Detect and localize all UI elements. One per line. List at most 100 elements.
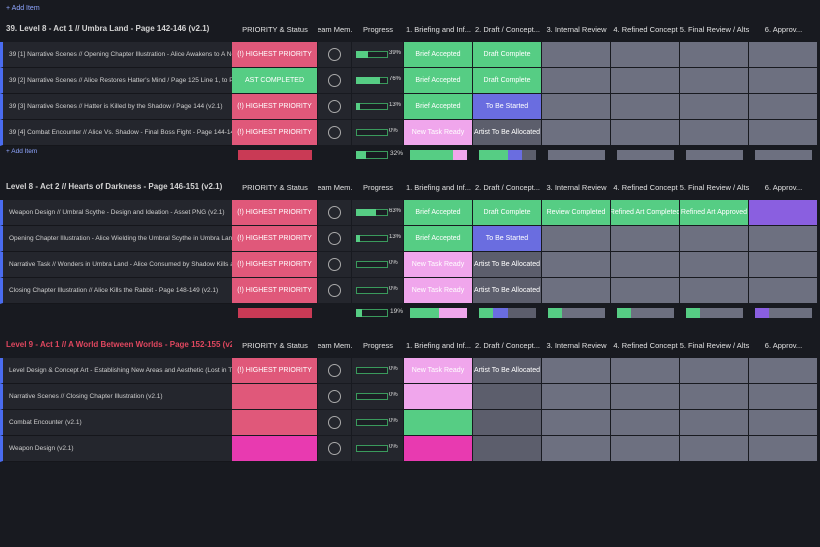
status-cell[interactable]: (!) HIGHEST PRIORITY [232, 252, 318, 278]
stage-cell[interactable] [749, 436, 818, 462]
stage-cell[interactable] [542, 42, 611, 68]
status-cell[interactable]: (!) HIGHEST PRIORITY [232, 358, 318, 384]
add-item[interactable]: + Add Item [6, 148, 38, 155]
status-cell[interactable] [232, 436, 318, 462]
stage-cell[interactable]: Brief Accepted [404, 200, 473, 226]
stage-cell[interactable] [680, 252, 749, 278]
stage-cell[interactable] [473, 410, 542, 436]
status-cell[interactable]: (!) HIGHEST PRIORITY [232, 226, 318, 252]
stage-cell[interactable] [611, 68, 680, 94]
stage-cell[interactable] [542, 278, 611, 304]
item-name[interactable]: Weapon Design (v2.1) [0, 436, 232, 462]
stage-cell[interactable] [611, 94, 680, 120]
stage-cell[interactable] [680, 384, 749, 410]
stage-cell[interactable]: New Task Ready [404, 358, 473, 384]
stage-cell[interactable] [611, 252, 680, 278]
stage-cell[interactable] [680, 94, 749, 120]
stage-cell[interactable]: New Task Ready [404, 278, 473, 304]
stage-cell[interactable]: To Be Started [473, 226, 542, 252]
stage-cell[interactable] [542, 410, 611, 436]
item-name[interactable]: Weapon Design // Umbral Scythe - Design … [0, 200, 232, 226]
stage-cell[interactable]: New Task Ready [404, 120, 473, 146]
column-header: 3. Internal Review [546, 24, 607, 34]
stage-cell[interactable] [611, 278, 680, 304]
stage-cell[interactable] [749, 68, 818, 94]
stage-cell[interactable]: Brief Accepted [404, 68, 473, 94]
item-name[interactable]: 39 [1] Narrative Scenes // Opening Chapt… [0, 42, 232, 68]
stage-cell[interactable]: New Task Ready [404, 252, 473, 278]
stage-cell[interactable]: Refined Art Completed [611, 200, 680, 226]
stage-cell[interactable] [749, 120, 818, 146]
item-name[interactable]: Combat Encounter (v2.1) [0, 410, 232, 436]
stage-cell[interactable] [542, 436, 611, 462]
stage-cell[interactable] [680, 68, 749, 94]
stage-cell[interactable] [611, 410, 680, 436]
status-cell[interactable]: AST COMPLETED [232, 68, 318, 94]
stage-cell[interactable] [749, 200, 818, 226]
stage-cell[interactable] [404, 410, 473, 436]
stage-cell[interactable] [542, 68, 611, 94]
status-cell[interactable]: (!) HIGHEST PRIORITY [232, 42, 318, 68]
status-cell[interactable]: (!) HIGHEST PRIORITY [232, 200, 318, 226]
stage-cell[interactable] [749, 42, 818, 68]
stage-cell[interactable]: Brief Accepted [404, 94, 473, 120]
stage-cell[interactable]: To Be Started [473, 94, 542, 120]
stage-cell[interactable] [680, 42, 749, 68]
status-cell[interactable]: (!) HIGHEST PRIORITY [232, 94, 318, 120]
stage-cell[interactable] [611, 226, 680, 252]
stage-cell[interactable] [611, 384, 680, 410]
stage-cell[interactable] [680, 278, 749, 304]
stage-cell[interactable]: Artist To Be Allocated [473, 252, 542, 278]
stage-cell[interactable] [404, 436, 473, 462]
stage-cell[interactable] [749, 384, 818, 410]
item-name[interactable]: Opening Chapter Illustration - Alice Wie… [0, 226, 232, 252]
stage-cell[interactable] [542, 94, 611, 120]
status-cell[interactable] [232, 410, 318, 436]
item-name[interactable]: Closing Chapter Illustration // Alice Ki… [0, 278, 232, 304]
stage-cell[interactable]: Draft Complete [473, 68, 542, 94]
stage-cell[interactable] [611, 358, 680, 384]
stage-cell[interactable] [404, 384, 473, 410]
add-item[interactable]: + Add Item [6, 4, 40, 12]
stage-cell[interactable] [749, 252, 818, 278]
stage-cell[interactable] [749, 410, 818, 436]
stage-cell[interactable] [680, 226, 749, 252]
stage-cell[interactable]: Artist To Be Allocated [473, 278, 542, 304]
stage-cell[interactable] [473, 384, 542, 410]
stage-cell[interactable] [749, 358, 818, 384]
stage-cell[interactable]: Draft Complete [473, 42, 542, 68]
stage-cell[interactable]: Brief Accepted [404, 226, 473, 252]
stage-cell[interactable]: Refined Art Approved [680, 200, 749, 226]
item-name[interactable]: 39 [4] Combat Encounter // Alice Vs. Sha… [0, 120, 232, 146]
stage-cell[interactable]: Brief Accepted [404, 42, 473, 68]
status-cell[interactable]: (!) HIGHEST PRIORITY [232, 120, 318, 146]
stage-cell[interactable] [749, 94, 818, 120]
stage-cell[interactable] [542, 252, 611, 278]
item-name[interactable]: Level Design & Concept Art - Establishin… [0, 358, 232, 384]
stage-cell[interactable] [611, 120, 680, 146]
stage-cell[interactable] [542, 358, 611, 384]
stage-cell[interactable] [680, 120, 749, 146]
stage-cell[interactable] [542, 120, 611, 146]
stage-cell[interactable]: Artist To Be Allocated [473, 358, 542, 384]
stage-cell[interactable]: Draft Complete [473, 200, 542, 226]
stage-cell[interactable] [542, 384, 611, 410]
stage-cell[interactable] [680, 436, 749, 462]
stage-cell[interactable]: Artist To Be Allocated [473, 120, 542, 146]
stage-cell[interactable] [680, 410, 749, 436]
stage-cell[interactable] [749, 278, 818, 304]
status-cell[interactable] [232, 384, 318, 410]
stage-cell[interactable] [611, 42, 680, 68]
stage-cell[interactable] [542, 226, 611, 252]
item-name[interactable]: Narrative Task // Wonders in Umbra Land … [0, 252, 232, 278]
summary-segment [700, 150, 715, 160]
stage-cell[interactable] [749, 226, 818, 252]
item-name[interactable]: 39 [3] Narrative Scenes // Hatter is Kil… [0, 94, 232, 120]
stage-cell[interactable] [473, 436, 542, 462]
item-name[interactable]: 39 [2] Narrative Scenes // Alice Restore… [0, 68, 232, 94]
stage-cell[interactable] [611, 436, 680, 462]
status-cell[interactable]: (!) HIGHEST PRIORITY [232, 278, 318, 304]
stage-cell[interactable] [680, 358, 749, 384]
stage-cell[interactable]: Review Completed [542, 200, 611, 226]
item-name[interactable]: Narrative Scenes // Closing Chapter Illu… [0, 384, 232, 410]
